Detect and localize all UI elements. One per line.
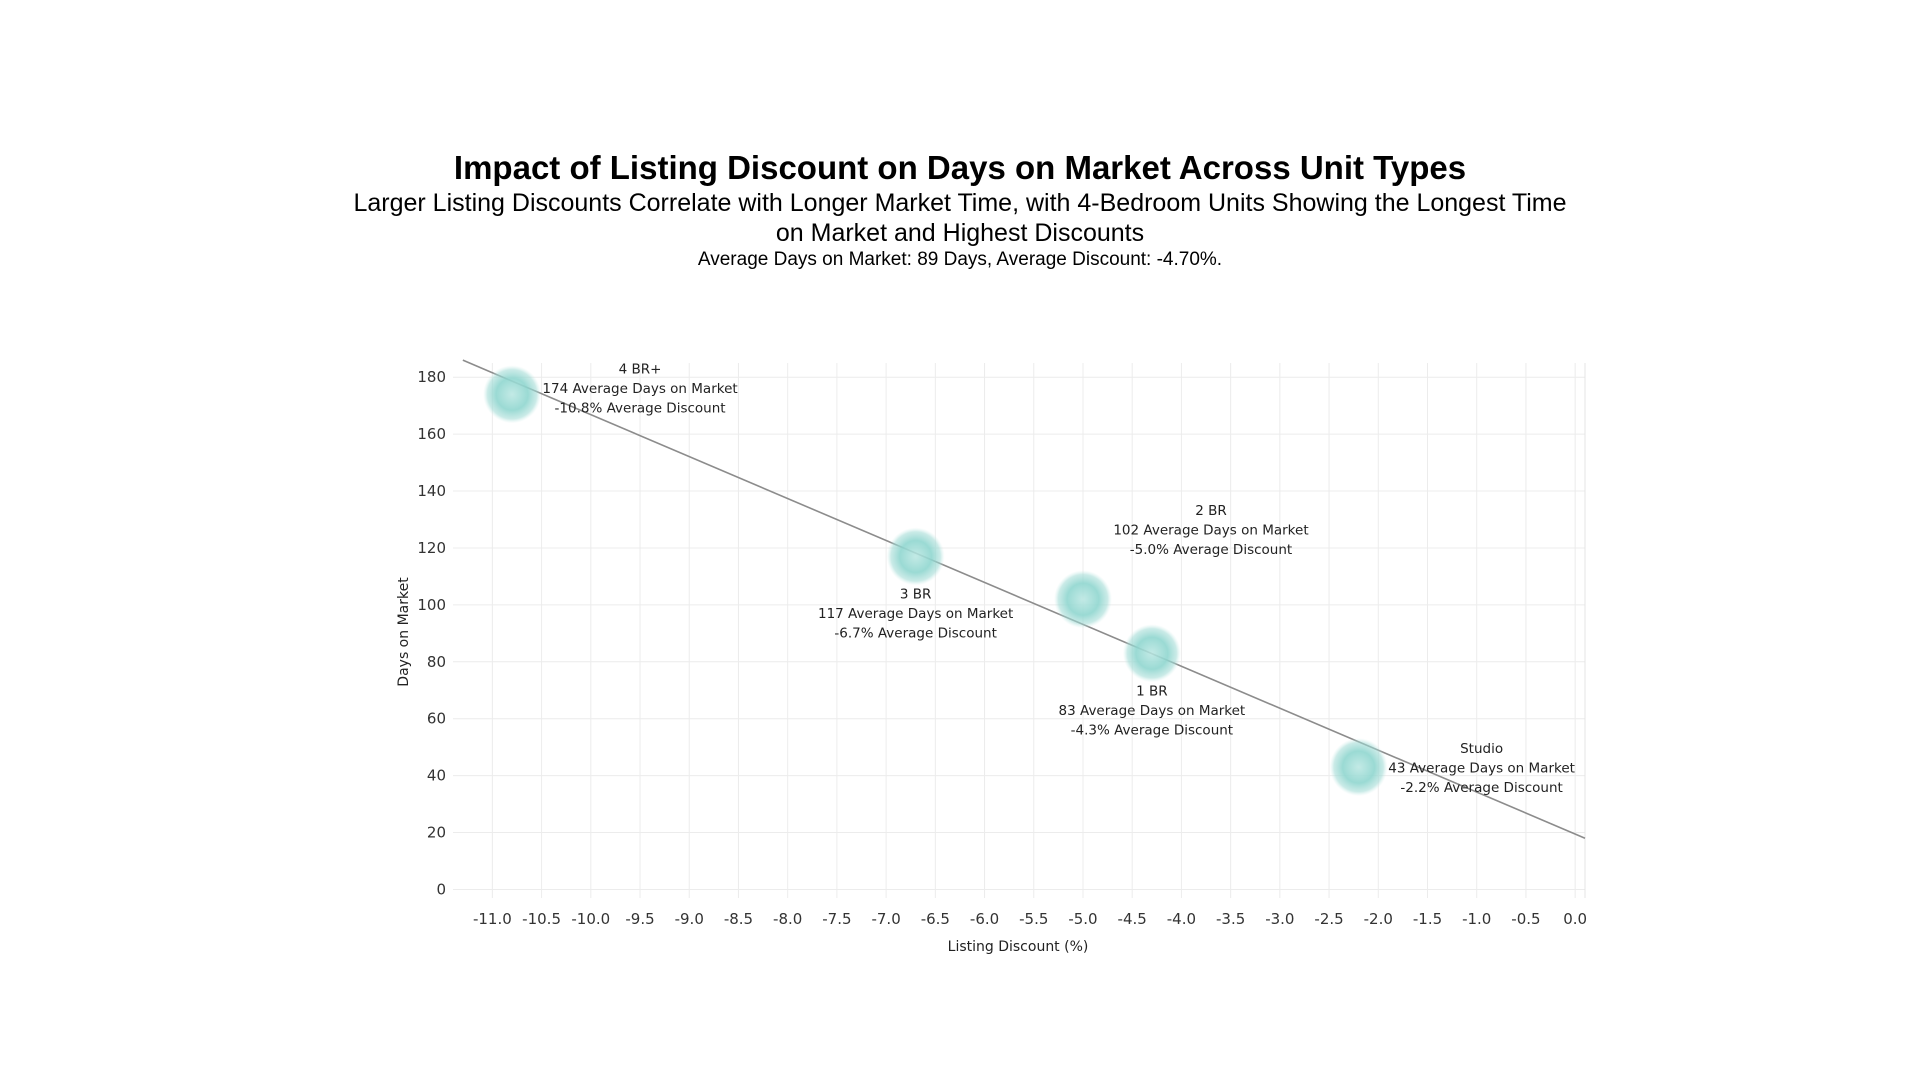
x-tick-label: -4.0 <box>1167 910 1196 928</box>
x-axis-title: Listing Discount (%) <box>948 939 1089 955</box>
points-group: 4 BR+ 174 Average Days on Market -10.8% Av… <box>483 361 1575 797</box>
x-tick-label: -0.5 <box>1511 910 1540 928</box>
x-tick-label: -2.0 <box>1364 910 1393 928</box>
x-tick-label: -8.0 <box>773 910 802 928</box>
x-tick-label: -6.0 <box>970 910 999 928</box>
data-point-1-br[interactable] <box>1122 624 1181 683</box>
point-label-days: 43 Average Days on Market <box>1388 761 1575 777</box>
x-tick-label: 0.0 <box>1563 910 1587 928</box>
y-tick-label: 0 <box>436 880 446 898</box>
y-tick-label: 140 <box>417 482 446 500</box>
point-label-discount: -10.8% Average Discount <box>555 400 726 416</box>
point-label-discount: -6.7% Average Discount <box>834 626 996 642</box>
data-point-4-br-[interactable] <box>483 365 542 424</box>
chart-titles: Impact of Listing Discount on Days on Ma… <box>0 148 1920 272</box>
x-tick-label: -7.5 <box>822 910 851 928</box>
point-label-name: Studio <box>1460 741 1503 757</box>
y-tick-label: 20 <box>427 824 446 842</box>
y-tick-label: 80 <box>427 653 446 671</box>
x-tick-label: -8.5 <box>724 910 753 928</box>
x-tick-label: -2.5 <box>1314 910 1343 928</box>
x-tick-label: -1.0 <box>1462 910 1491 928</box>
x-tick-label: -6.5 <box>921 910 950 928</box>
data-point-studio[interactable] <box>1329 738 1388 797</box>
trend-line <box>462 359 1586 839</box>
point-label-name: 4 BR+ <box>619 361 662 377</box>
y-tick-label: 180 <box>417 368 446 386</box>
point-label-name: 3 BR <box>900 587 932 603</box>
grid <box>453 363 1586 898</box>
point-label-days: 102 Average Days on Market <box>1113 523 1308 539</box>
point-label-name: 1 BR <box>1136 683 1168 699</box>
data-point-2-br[interactable] <box>1053 570 1112 629</box>
x-tick-label: -9.5 <box>625 910 654 928</box>
x-tick-label: -5.5 <box>1019 910 1048 928</box>
point-label-days: 83 Average Days on Market <box>1059 703 1246 719</box>
chart-note: Average Days on Market: 89 Days, Average… <box>697 249 1223 270</box>
point-label-days: 117 Average Days on Market <box>818 606 1013 622</box>
x-tick-label: -9.0 <box>675 910 704 928</box>
x-axis: -11.0 -10.5 -10.0 -9.5 -9.0 -8.5 -8.0 -7.5 -7.0 -… <box>473 910 1587 928</box>
x-tick-label: -3.0 <box>1265 910 1294 928</box>
point-label-discount: -5.0% Average Discount <box>1130 542 1292 558</box>
y-tick-label: 60 <box>427 710 446 728</box>
trendline-group <box>462 359 1586 839</box>
chart-title: Impact of Listing Discount on Days on Ma… <box>453 149 1467 186</box>
point-label-days: 174 Average Days on Market <box>542 381 737 397</box>
y-tick-label: 160 <box>417 425 446 443</box>
x-tick-label: -7.0 <box>871 910 900 928</box>
x-tick-label: -10.5 <box>522 910 561 928</box>
x-tick-label: -4.5 <box>1118 910 1147 928</box>
y-tick-label: 100 <box>417 596 446 614</box>
chart-subtitle: Larger Listing Discounts Correlate with … <box>353 189 1567 247</box>
y-axis: 0 20 40 60 80 100 120 140 160 180 <box>417 368 446 898</box>
point-label-discount: -4.3% Average Discount <box>1071 722 1233 738</box>
point-label-name: 2 BR <box>1195 503 1227 519</box>
y-axis-title: Days on Market <box>396 577 412 687</box>
data-point-3-br[interactable] <box>886 527 945 586</box>
x-tick-label: -10.0 <box>571 910 610 928</box>
point-label-discount: -2.2% Average Discount <box>1400 780 1562 796</box>
x-tick-label: -1.5 <box>1413 910 1442 928</box>
y-tick-label: 40 <box>427 767 446 785</box>
x-tick-label: -3.5 <box>1216 910 1245 928</box>
y-tick-label: 120 <box>417 539 446 557</box>
x-tick-label: -11.0 <box>473 910 512 928</box>
x-tick-label: -5.0 <box>1068 910 1097 928</box>
